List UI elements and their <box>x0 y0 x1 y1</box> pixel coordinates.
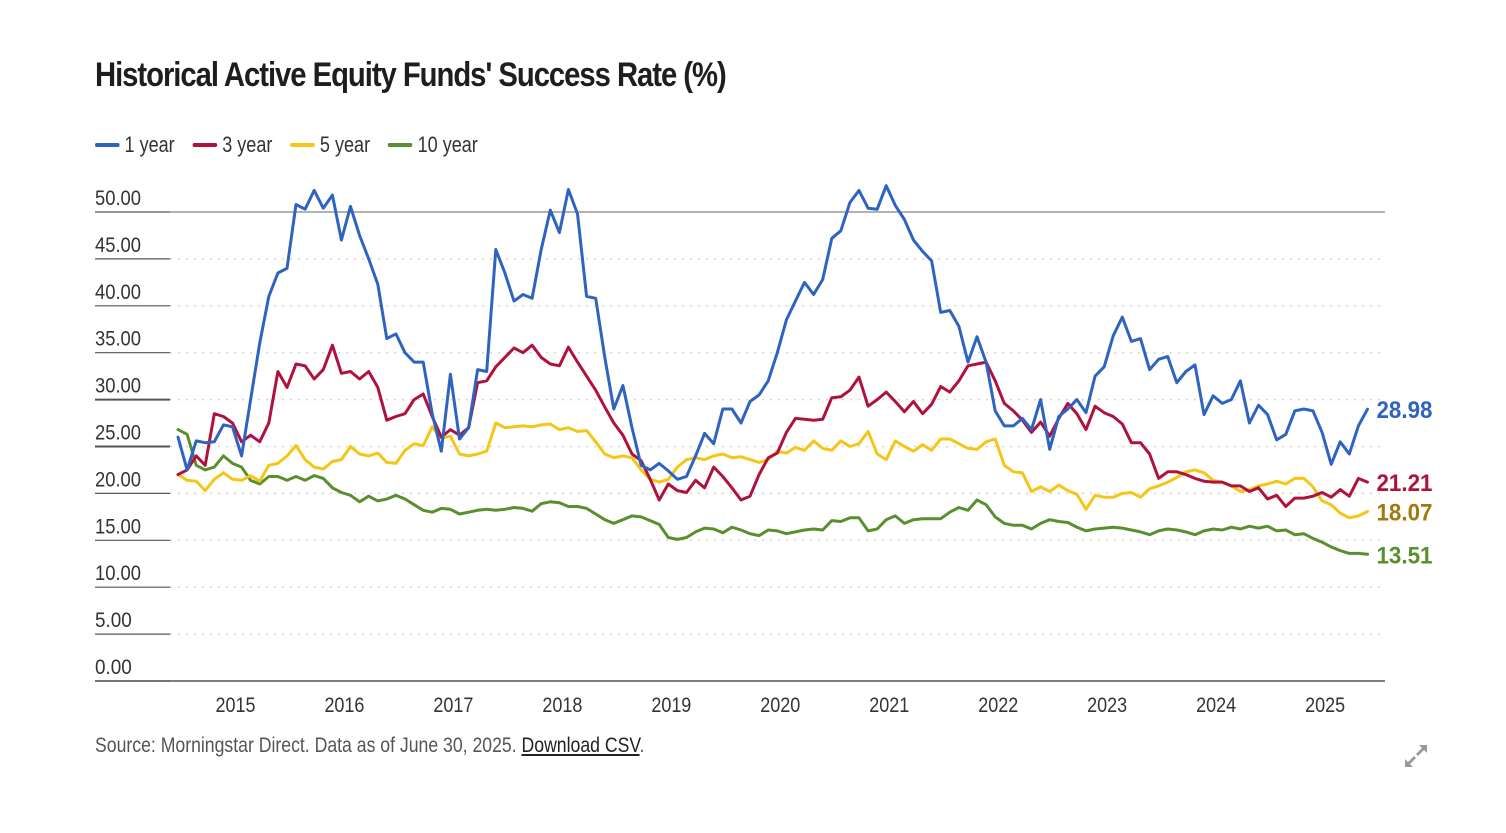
x-tick-label: 2017 <box>433 694 473 717</box>
y-tick-label: 45.00 <box>95 234 141 257</box>
source-trailing: . <box>639 734 645 757</box>
y-tick-label: 15.00 <box>95 515 141 538</box>
legend-swatch-5-year <box>290 143 316 147</box>
x-tick-label: 2023 <box>1087 694 1127 717</box>
expand-arrows-icon[interactable] <box>1400 740 1432 772</box>
y-tick-label: 40.00 <box>95 281 141 304</box>
x-tick-label: 2022 <box>978 694 1018 717</box>
legend-item-1-year[interactable]: 1 year <box>95 132 175 158</box>
x-tick-label: 2025 <box>1305 694 1345 717</box>
legend-item-3-year[interactable]: 3 year <box>192 132 273 158</box>
x-axis-ticks: 2015 2016 2017 2018 2019 2020 2021 2022 2023 2024… <box>215 694 1345 717</box>
x-tick-label: 2020 <box>760 694 800 717</box>
series-line-1-year[interactable] <box>176 184 1369 481</box>
series-line-5-year[interactable] <box>176 421 1369 520</box>
series-line-3-year[interactable] <box>176 343 1369 508</box>
x-tick-label: 2024 <box>1196 694 1236 717</box>
y-tick-label: 35.00 <box>95 328 141 351</box>
end-label-5-year: 18.07 <box>1376 500 1432 527</box>
y-tick-label: 20.00 <box>95 468 141 491</box>
y-tick-label: 25.00 <box>95 422 141 445</box>
legend-label: 3 year <box>222 132 273 157</box>
y-tick-label: 30.00 <box>95 375 141 398</box>
end-label-1-year: 28.98 <box>1376 397 1432 424</box>
download-csv-link[interactable]: Download CSV <box>521 734 640 757</box>
x-tick-label: 2021 <box>869 694 909 717</box>
legend-swatch-3-year <box>192 143 218 147</box>
legend-item-5-year[interactable]: 5 year <box>290 132 370 158</box>
x-tick-label: 2015 <box>215 694 255 717</box>
series-lines <box>176 184 1369 556</box>
y-tick-label: 0.00 <box>95 656 132 679</box>
legend-item-10-year[interactable]: 10 year <box>388 132 478 158</box>
x-tick-label: 2018 <box>542 694 582 717</box>
legend-label: 5 year <box>319 132 371 157</box>
source-text: Source: Morningstar Direct. Data as of J… <box>95 734 522 757</box>
chart-title: Historical Active Equity Funds' Success … <box>95 56 727 94</box>
end-labels: 28.98 21.21 18.07 13.51 <box>1376 397 1432 569</box>
grid-lines <box>95 211 1385 682</box>
y-axis-ticks: 0.00 5.00 10.00 15.00 20.00 25.00 30.00 35.00 40… <box>95 187 170 682</box>
x-tick-label: 2016 <box>324 694 364 717</box>
legend-swatch-10-year <box>388 143 413 147</box>
source-note: Source: Morningstar Direct. Data as of J… <box>95 734 644 758</box>
legend-swatch-1-year <box>95 143 120 147</box>
y-tick-label: 5.00 <box>95 609 132 632</box>
series-line-10-year[interactable] <box>176 428 1369 556</box>
legend: 1 year 3 year 5 year 10 year <box>95 132 496 158</box>
y-tick-label: 10.00 <box>95 562 141 585</box>
end-label-3-year: 21.21 <box>1376 470 1432 497</box>
legend-label: 10 year <box>417 132 478 157</box>
legend-label: 1 year <box>124 132 175 157</box>
y-tick-label: 50.00 <box>95 187 141 210</box>
x-tick-label: 2019 <box>651 694 691 717</box>
end-label-10-year: 13.51 <box>1376 542 1432 569</box>
